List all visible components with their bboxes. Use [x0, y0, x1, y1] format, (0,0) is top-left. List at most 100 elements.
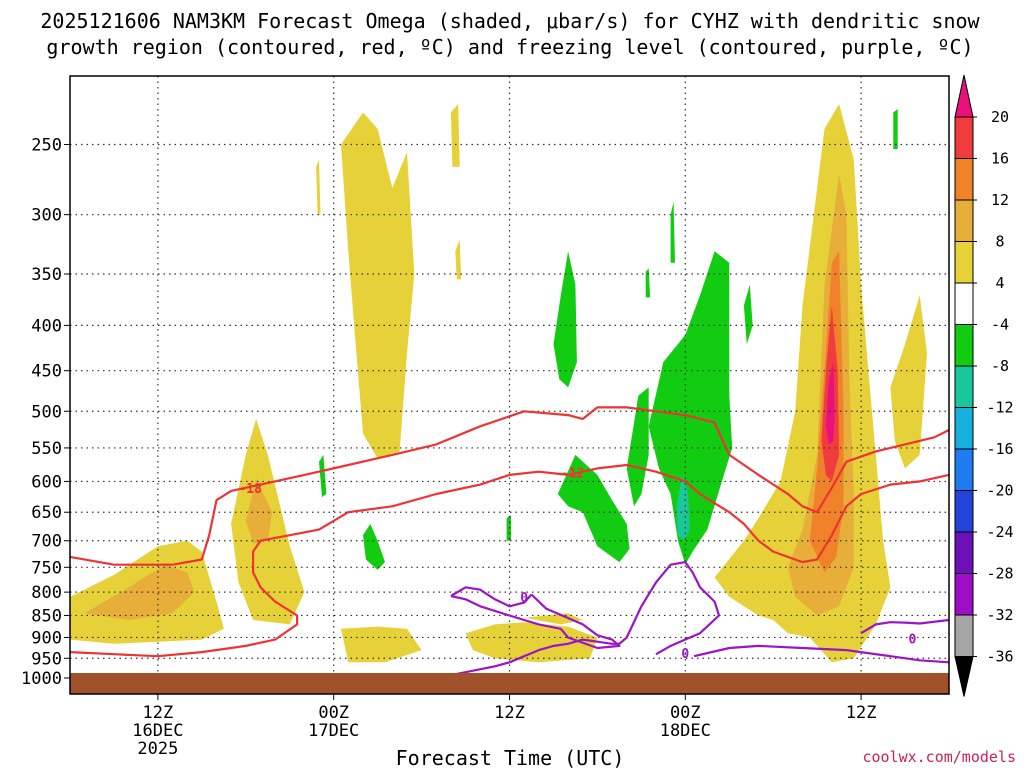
pressure-tick-label: 300 — [31, 206, 62, 226]
colorbar-label: 20 — [991, 108, 1009, 126]
colorbar-label: -36 — [986, 648, 1013, 666]
omega-region — [341, 112, 415, 459]
freezing-level-contour-label: 0 — [681, 647, 689, 662]
pressure-tick-label: 550 — [31, 439, 62, 459]
pressure-tick-label: 850 — [31, 606, 62, 626]
colorbar-swatch — [954, 365, 974, 408]
pressure-tick-label: 500 — [31, 402, 62, 422]
colorbar-label: 16 — [991, 150, 1009, 168]
omega-region — [645, 268, 651, 298]
colorbar-label: -32 — [986, 606, 1013, 624]
freezing-level-contour — [450, 586, 533, 608]
freezing-level-contour-label: 0 — [520, 591, 528, 606]
terrain-strip — [70, 673, 949, 694]
omega-region — [893, 109, 898, 150]
dgz-contour — [70, 406, 949, 566]
freezing-level-contour — [693, 644, 949, 664]
time-tick-label: 18DEC — [660, 721, 711, 741]
colorbar-label: -20 — [986, 482, 1013, 500]
omega-region — [465, 622, 598, 663]
pressure-tick-label: 750 — [31, 558, 62, 578]
omega-region — [846, 201, 854, 252]
omega-region — [825, 362, 835, 445]
omega-region — [553, 251, 577, 388]
omega-region — [455, 239, 462, 280]
pressure-tick-label: 400 — [31, 316, 62, 336]
pressure-tick-label: 350 — [31, 265, 62, 285]
colorbar-swatch — [954, 282, 974, 325]
colorbar-swatch — [954, 199, 974, 242]
plot-area: -18 -12 0 0 0 — [70, 76, 949, 694]
colorbar-top-arrow — [954, 74, 974, 118]
time-tick-label: 12Z — [494, 703, 525, 723]
colorbar-label: 4 — [995, 274, 1004, 292]
omega-region — [626, 387, 649, 507]
omega-region — [363, 523, 385, 570]
colorbar-swatch — [954, 614, 974, 657]
omega-region — [524, 613, 583, 625]
pressure-tick-label: 800 — [31, 583, 62, 603]
colorbar-bottom-arrow — [954, 656, 974, 697]
credit-text: coolwx.com/models — [862, 748, 1016, 766]
colorbar-swatch — [954, 573, 974, 616]
colorbar-label: 12 — [991, 191, 1009, 209]
time-tick-label: 2025 — [137, 739, 178, 759]
omega-region — [316, 159, 321, 215]
pressure-tick-label: 450 — [31, 362, 62, 382]
omega-shading — [70, 104, 927, 663]
omega-region — [743, 284, 753, 345]
omega-region — [245, 478, 273, 544]
omega-region — [84, 564, 195, 620]
colorbar-swatch — [954, 407, 974, 450]
omega-region — [676, 474, 690, 541]
colorbar-label: -8 — [991, 357, 1009, 375]
pressure-tick-label: 700 — [31, 532, 62, 552]
colorbar-swatch — [954, 448, 974, 491]
pressure-tick-label: 950 — [31, 649, 62, 669]
colorbar-swatch — [954, 490, 974, 533]
omega-region — [450, 104, 460, 167]
colorbar: 20 16 12 8 4 -4 -8 -12 -16 -20 -24 -28 -32 -36 — [954, 74, 1014, 697]
omega-region — [890, 295, 927, 469]
colorbar-label: -12 — [986, 399, 1013, 417]
dgz-contour-label: -12 — [561, 467, 584, 482]
colorbar-swatch — [954, 531, 974, 574]
pressure-axis: 2503003504004505005506006507007508008509… — [21, 136, 70, 689]
chart-title-line1: 2025121606 NAM3KM Forecast Omega (shaded… — [40, 9, 980, 33]
time-tick-label: 00Z — [318, 703, 349, 723]
omega-region — [557, 454, 630, 563]
pressure-tick-label: 600 — [31, 472, 62, 492]
time-tick-label: 12Z — [143, 703, 174, 723]
x-axis-label: Forecast Time (UTC) — [396, 746, 625, 768]
gridlines — [70, 76, 949, 694]
dgz-contour-label: -18 — [238, 482, 262, 497]
chart-title-line2: growth region (contoured, red, ºC) and f… — [46, 35, 973, 59]
colorbar-swatch — [954, 324, 974, 367]
colorbar-swatch — [954, 116, 974, 159]
colorbar-label: -28 — [986, 565, 1013, 583]
pressure-tick-label: 1000 — [21, 669, 62, 689]
freezing-level-contour — [860, 618, 949, 635]
omega-region — [319, 454, 327, 498]
pressure-tick-label: 650 — [31, 503, 62, 523]
colorbar-swatch — [954, 241, 974, 284]
dgz-contour — [70, 463, 949, 658]
colorbar-swatch — [954, 158, 974, 201]
omega-region — [506, 515, 511, 541]
time-tick-label: 16DEC — [132, 721, 183, 741]
omega-region — [648, 251, 733, 565]
colorbar-label: -4 — [991, 316, 1009, 334]
omega-region — [341, 626, 422, 663]
colorbar-label: 8 — [995, 233, 1004, 251]
time-tick-label: 17DEC — [308, 721, 359, 741]
colorbar-label: -16 — [986, 440, 1013, 458]
freezing-level-contour — [436, 561, 721, 680]
time-tick-label: 12Z — [846, 703, 877, 723]
pressure-tick-label: 900 — [31, 628, 62, 648]
colorbar-label: -24 — [986, 523, 1013, 541]
freezing-level-contour-label: 0 — [908, 633, 916, 648]
freezing-level-contour — [450, 593, 621, 650]
time-tick-label: 00Z — [670, 703, 701, 723]
